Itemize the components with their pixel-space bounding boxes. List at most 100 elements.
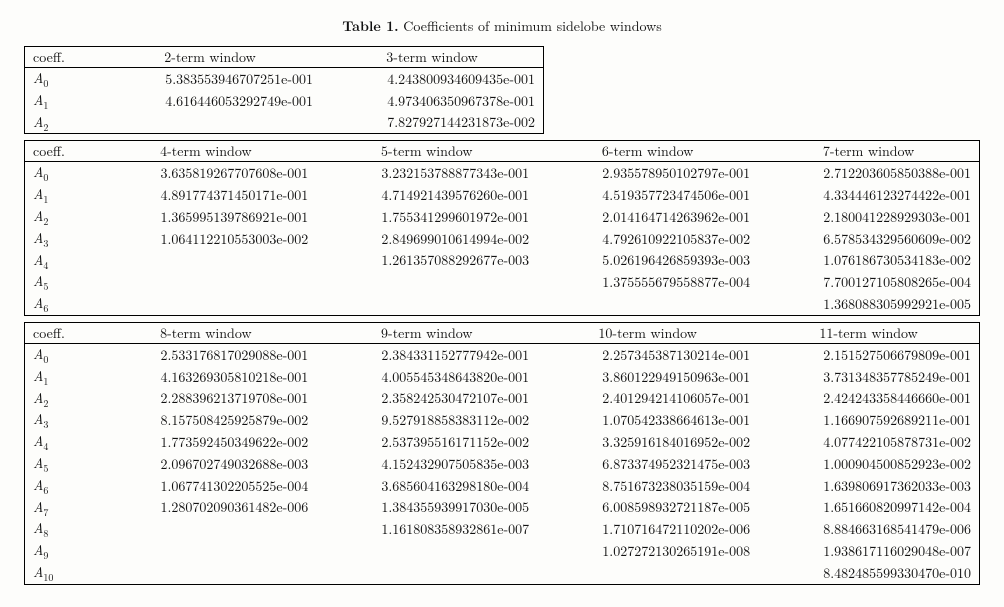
table-row: A6 1.368088305992921e-005 bbox=[25, 293, 980, 315]
coeff-value-cell: 5.383553946707251e-001 bbox=[99, 68, 321, 90]
coeff-value-cell: 2.401294214106057e-001 bbox=[537, 388, 758, 410]
coeff-value-cell: 1.070542338664613e-001 bbox=[537, 409, 758, 431]
coeff-value-cell bbox=[316, 271, 537, 293]
table-row: A52.096702749032688e-0034.15243290750583… bbox=[25, 453, 980, 475]
coeff-value-cell: 8.751673238035159e-004 bbox=[537, 475, 758, 497]
coeff-value-cell: 2.096702749032688e-003 bbox=[95, 453, 316, 475]
coeff-value-cell: 1.773592450349622e-002 bbox=[95, 431, 316, 453]
col-header-coeff: coeff. bbox=[25, 322, 96, 343]
col-header: 3-term window bbox=[321, 47, 544, 68]
col-header: 4-term window bbox=[95, 141, 316, 162]
coeff-value-cell: 3.635819267707608e-001 bbox=[95, 162, 316, 184]
coeff-value-cell: 2.424243358446660e-001 bbox=[758, 388, 979, 410]
table-caption: Table 1. Coefficients of minimum sidelob… bbox=[24, 16, 980, 36]
col-header: 6-term window bbox=[537, 141, 758, 162]
coeff-label-cell: A9 bbox=[25, 540, 96, 562]
coeff-value-cell: 2.849699010614994e-002 bbox=[316, 228, 537, 250]
caption-text: Coefficients of minimum sidelobe windows bbox=[403, 16, 661, 36]
coeff-label-cell: A1 bbox=[25, 184, 96, 206]
coeff-table-block: coeff.4-term window5-term window6-term w… bbox=[24, 140, 980, 316]
coeff-value-cell: 7.700127105808265e-004 bbox=[758, 271, 979, 293]
coeff-value-cell: 2.288396213719708e-001 bbox=[95, 388, 316, 410]
coeff-value-cell: 6.873374952321475e-003 bbox=[537, 453, 758, 475]
coeff-value-cell: 1.651660820997142e-004 bbox=[758, 497, 979, 519]
table-row: A9 1.027272130265191e-0081.93861711602904… bbox=[25, 540, 980, 562]
coeff-value-cell: 1.064112210553003e-002 bbox=[95, 228, 316, 250]
coeff-value-cell: 5.026196426859393e-003 bbox=[537, 250, 758, 272]
coeff-value-cell: 1.000904500852923e-002 bbox=[758, 453, 979, 475]
coeff-value-cell: 1.639806917362033e-003 bbox=[758, 475, 979, 497]
coeff-value-cell: 6.578534329560609e-002 bbox=[758, 228, 979, 250]
coeff-value-cell: 1.368088305992921e-005 bbox=[758, 293, 979, 315]
coeff-value-cell bbox=[316, 562, 537, 584]
coeff-value-cell: 1.076186730534183e-002 bbox=[758, 250, 979, 272]
coeff-value-cell: 4.077422105878731e-002 bbox=[758, 431, 979, 453]
coeff-value-cell: 4.973406350967378e-001 bbox=[321, 90, 544, 112]
table-row: A71.280702090361482e-0061.38435593991703… bbox=[25, 497, 980, 519]
coeff-label-cell: A5 bbox=[25, 453, 96, 475]
coeff-value-cell: 4.792610922105837e-002 bbox=[537, 228, 758, 250]
coeff-value-cell: 4.891774371450171e-001 bbox=[95, 184, 316, 206]
coeff-label-cell: A6 bbox=[25, 293, 96, 315]
coeff-value-cell: 2.180041228929303e-001 bbox=[758, 206, 979, 228]
coeff-value-cell bbox=[95, 540, 316, 562]
coeff-value-cell bbox=[95, 271, 316, 293]
table-row: A03.635819267707608e-0013.23215378887734… bbox=[25, 162, 980, 184]
coeff-label-cell: A0 bbox=[25, 162, 96, 184]
coeff-value-cell bbox=[316, 540, 537, 562]
coeff-label-cell: A2 bbox=[25, 206, 96, 228]
col-header: 7-term window bbox=[758, 141, 979, 162]
coeff-table-block: coeff.8-term window9-term window10-term … bbox=[24, 322, 980, 585]
coeff-value-cell: 4.519357723474506e-001 bbox=[537, 184, 758, 206]
coeff-value-cell bbox=[95, 293, 316, 315]
coeff-value-cell: 1.365995139786921e-001 bbox=[95, 206, 316, 228]
coeff-value-cell bbox=[95, 250, 316, 272]
coeff-value-cell: 1.938617116029048e-007 bbox=[758, 540, 979, 562]
coeff-value-cell: 4.616446053292749e-001 bbox=[99, 90, 321, 112]
table-row: A14.891774371450171e-0014.71492143957626… bbox=[25, 184, 980, 206]
coeff-value-cell: 8.482485599330470e-010 bbox=[758, 562, 979, 584]
coeff-table-block: coeff.2-term window3-term windowA05.3835… bbox=[24, 46, 544, 134]
coeff-value-cell: 1.755341299601972e-001 bbox=[316, 206, 537, 228]
coeff-value-cell: 1.280702090361482e-006 bbox=[95, 497, 316, 519]
coeff-value-cell: 2.358242530472107e-001 bbox=[316, 388, 537, 410]
coeff-value-cell: 1.261357088292677e-003 bbox=[316, 250, 537, 272]
coeff-value-cell: 4.152432907505835e-003 bbox=[316, 453, 537, 475]
col-header: 5-term window bbox=[316, 141, 537, 162]
coeff-label-cell: A3 bbox=[25, 228, 96, 250]
coeff-value-cell: 1.067741302205525e-004 bbox=[95, 475, 316, 497]
coeff-value-cell: 2.151527506679809e-001 bbox=[758, 343, 979, 365]
col-header: 9-term window bbox=[316, 322, 537, 343]
table-row: A22.288396213719708e-0012.35824253047210… bbox=[25, 388, 980, 410]
table-row: A31.064112210553003e-0022.84969901061499… bbox=[25, 228, 980, 250]
coeff-value-cell: 4.243800934609435e-001 bbox=[321, 68, 544, 90]
coeff-label-cell: A4 bbox=[25, 431, 96, 453]
table-row: A38.157508425925879e-0029.52791885838311… bbox=[25, 409, 980, 431]
coeff-label-cell: A2 bbox=[25, 112, 100, 134]
coeff-label-cell: A1 bbox=[25, 90, 100, 112]
table-row: A02.533176817029088e-0012.38433115277794… bbox=[25, 343, 980, 365]
coeff-label-cell: A5 bbox=[25, 271, 96, 293]
coeff-label-cell: A7 bbox=[25, 497, 96, 519]
coeff-value-cell: 2.935578950102797e-001 bbox=[537, 162, 758, 184]
coeff-value-cell bbox=[537, 293, 758, 315]
coeff-value-cell: 1.027272130265191e-008 bbox=[537, 540, 758, 562]
coeff-value-cell: 2.533176817029088e-001 bbox=[95, 343, 316, 365]
coeff-value-cell: 3.325916184016952e-002 bbox=[537, 431, 758, 453]
tables-container: coeff.2-term window3-term windowA05.3835… bbox=[24, 46, 980, 585]
coeff-label-cell: A0 bbox=[25, 343, 96, 365]
coeff-value-cell: 6.008598932721187e-005 bbox=[537, 497, 758, 519]
coeff-value-cell: 4.714921439576260e-001 bbox=[316, 184, 537, 206]
coeff-value-cell: 2.384331152777942e-001 bbox=[316, 343, 537, 365]
coeff-label-cell: A6 bbox=[25, 475, 96, 497]
coeff-value-cell bbox=[316, 293, 537, 315]
coeff-value-cell: 4.163269305810218e-001 bbox=[95, 366, 316, 388]
col-header-coeff: coeff. bbox=[25, 141, 96, 162]
col-header: 11-term window bbox=[758, 322, 979, 343]
coeff-value-cell: 9.527918858383112e-002 bbox=[316, 409, 537, 431]
table-row: A27.827927144231873e-002 bbox=[25, 112, 544, 134]
coeff-value-cell: 3.860122949150963e-001 bbox=[537, 366, 758, 388]
table-row: A21.365995139786921e-0011.75534129960197… bbox=[25, 206, 980, 228]
table-row: A14.163269305810218e-0014.00554534864382… bbox=[25, 366, 980, 388]
col-header: 8-term window bbox=[95, 322, 316, 343]
